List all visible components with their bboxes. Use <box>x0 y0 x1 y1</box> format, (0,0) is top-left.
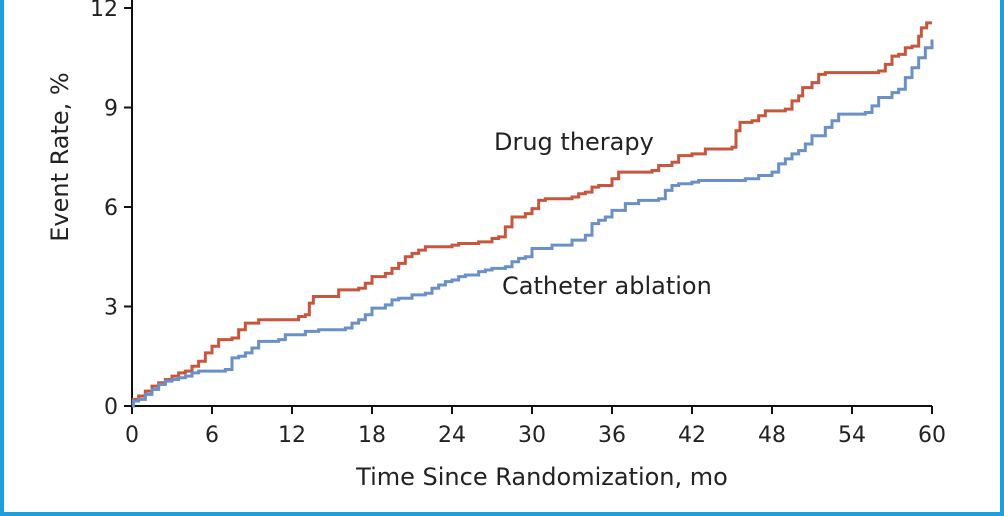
y-tick-label: 9 <box>104 97 118 122</box>
x-tick-label: 42 <box>678 423 706 448</box>
x-tick-label: 60 <box>918 423 946 448</box>
y-tick-label: 12 <box>90 0 118 22</box>
x-tick-label: 54 <box>838 423 866 448</box>
y-axis-title: Event Rate, % <box>46 72 74 241</box>
x-tick-label: 36 <box>598 423 626 448</box>
x-tick-label: 12 <box>278 423 306 448</box>
series-label-catheter-ablation: Catheter ablation <box>502 272 712 300</box>
x-tick-label: 18 <box>358 423 386 448</box>
series-label-drug-therapy: Drug therapy <box>494 128 654 156</box>
y-tick-label: 3 <box>104 296 118 321</box>
chart-frame: 0 6 12 18 24 30 36 42 48 54 60 0 3 6 9 12 Drug therapy … <box>4 0 1000 512</box>
axes <box>131 0 932 407</box>
series-line-drug-therapy <box>131 21 932 408</box>
x-tick-label: 30 <box>518 423 546 448</box>
x-tick-label: 24 <box>438 423 466 448</box>
series-lines <box>131 21 934 408</box>
x-tick-label: 6 <box>205 423 219 448</box>
x-tick-label: 0 <box>125 423 139 448</box>
series-line-catheter-ablation <box>131 39 934 408</box>
y-tick-label: 0 <box>104 395 118 420</box>
x-axis-title: Time Since Randomization, mo <box>355 463 728 491</box>
x-tick-label: 48 <box>758 423 786 448</box>
y-tick-label: 6 <box>104 196 118 221</box>
